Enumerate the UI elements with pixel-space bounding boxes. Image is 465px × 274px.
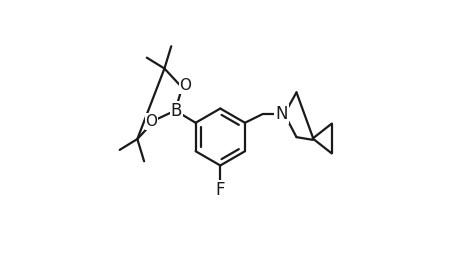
Text: B: B [170,102,182,119]
Text: N: N [275,105,288,123]
Text: O: O [179,78,192,93]
Text: F: F [216,181,225,199]
Text: O: O [146,114,158,129]
